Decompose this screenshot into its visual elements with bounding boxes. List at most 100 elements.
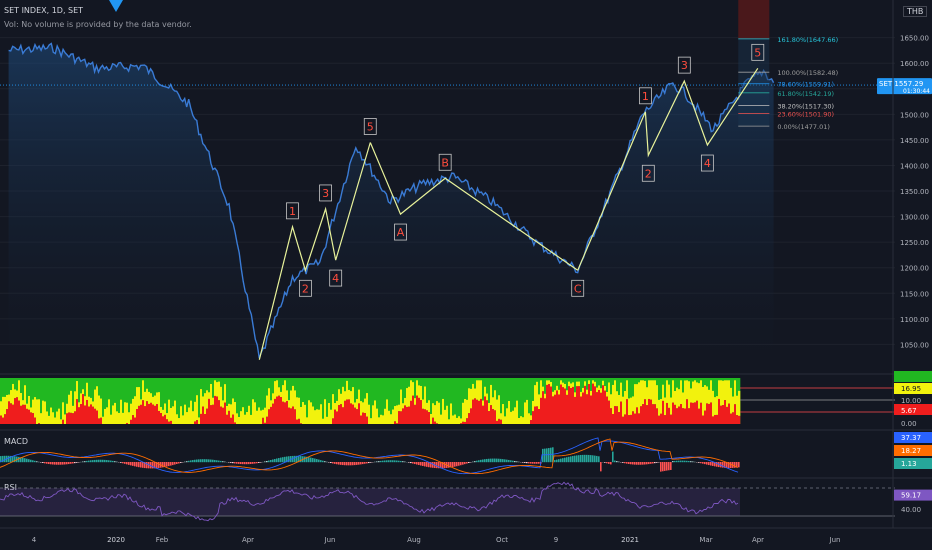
indicator-bar-yellow bbox=[412, 382, 415, 396]
indicator-bar-green bbox=[184, 378, 187, 424]
indicator-bar-red bbox=[404, 405, 407, 424]
indicator-bar-yellow bbox=[52, 412, 55, 424]
indicator-bar-red bbox=[658, 415, 661, 424]
macd-histogram-bar bbox=[100, 459, 102, 463]
indicator-bar-green bbox=[390, 378, 393, 424]
wave-label: 1 bbox=[642, 90, 649, 103]
indicator-bar-red bbox=[682, 408, 685, 424]
indicator-bar-green bbox=[182, 378, 185, 424]
indicator-bar-green bbox=[72, 378, 75, 424]
price-tick-label: 1650.00 bbox=[900, 35, 929, 43]
indicator-bar-yellow bbox=[294, 390, 297, 410]
wave-label-box bbox=[286, 202, 299, 220]
macd-histogram-bar bbox=[586, 454, 588, 463]
indicator-bar-red bbox=[584, 385, 587, 424]
indicator-bar-yellow bbox=[670, 397, 673, 415]
indicator-bar-green bbox=[502, 378, 505, 424]
indicator-bar-yellow bbox=[622, 396, 625, 417]
price-panel[interactable]: 161.80%(1647.66) 100.00%(1582.48) 78.60%(1… bbox=[0, 0, 895, 370]
macd-line bbox=[0, 437, 739, 475]
indicator-bar-red bbox=[294, 409, 297, 424]
indicator-bar-red bbox=[478, 400, 481, 424]
indicator-bar-green bbox=[112, 378, 115, 424]
indicator-bar-yellow bbox=[672, 380, 675, 403]
macd-histogram-bar bbox=[44, 462, 46, 464]
indicator-bar-green bbox=[64, 378, 67, 424]
indicator-bar-yellow bbox=[648, 380, 651, 399]
indicator-bar-red bbox=[74, 411, 77, 424]
macd-histogram-bar bbox=[64, 462, 66, 465]
macd-histogram-bar bbox=[66, 462, 68, 465]
indicator-bar-yellow bbox=[18, 380, 21, 401]
macd-histogram-bar bbox=[492, 458, 494, 463]
indicator-bar-yellow bbox=[402, 403, 405, 409]
indicator-bar-yellow bbox=[180, 406, 183, 424]
macd-histogram-bar bbox=[216, 460, 218, 463]
indicator-bar-yellow bbox=[356, 398, 359, 410]
macd-histogram-bar bbox=[158, 462, 160, 468]
indicator-bar-yellow bbox=[282, 385, 285, 402]
macd-histogram-bar bbox=[402, 461, 404, 463]
macd-histogram-bar bbox=[698, 462, 700, 463]
time-tick-label: 9 bbox=[554, 536, 558, 544]
indicator-bar-red bbox=[424, 409, 427, 424]
indicator-bar-yellow bbox=[30, 407, 33, 413]
indicator-bar-yellow bbox=[652, 380, 655, 405]
macd-histogram-bar bbox=[204, 459, 206, 463]
macd-histogram-bar bbox=[478, 460, 480, 463]
signal-line bbox=[0, 438, 739, 475]
indicator-bar-red bbox=[62, 419, 65, 424]
macd-histogram-bar bbox=[432, 462, 434, 468]
indicator-bar-yellow bbox=[602, 380, 605, 386]
indicator-bar-yellow bbox=[34, 397, 37, 418]
indicator-bar-green bbox=[512, 378, 515, 424]
indicator-panel[interactable] bbox=[0, 373, 932, 424]
indicator-bar-red bbox=[212, 404, 215, 424]
indicator-bar-yellow bbox=[280, 391, 283, 398]
macd-histogram-bar bbox=[500, 458, 502, 463]
indicator-bar-green bbox=[322, 378, 325, 424]
indicator-bar-yellow bbox=[148, 391, 151, 404]
indicator-bar-yellow bbox=[314, 410, 317, 424]
indicator-bar-yellow bbox=[626, 380, 629, 400]
indicator-bar-yellow bbox=[16, 390, 19, 398]
macd-histogram-bar bbox=[354, 462, 356, 466]
indicator-bar-red bbox=[196, 420, 199, 424]
rsi-panel[interactable]: RSI bbox=[0, 477, 932, 522]
macd-histogram-bar bbox=[738, 462, 740, 468]
indicator-bar-yellow bbox=[616, 391, 619, 407]
indicator-bar-red bbox=[712, 416, 715, 424]
currency-label[interactable]: THB bbox=[903, 6, 928, 17]
indicator-bar-yellow bbox=[12, 383, 15, 405]
wave-label-box bbox=[700, 154, 714, 172]
indicator-bar-red bbox=[12, 404, 15, 424]
indicator-bar-red bbox=[666, 402, 669, 424]
indicator-bar-red bbox=[472, 399, 475, 424]
indicator-bar-yellow bbox=[80, 393, 83, 405]
macd-histogram-bar bbox=[122, 462, 124, 464]
indicator-bar-yellow bbox=[436, 401, 439, 424]
macd-histogram-bar bbox=[508, 459, 510, 463]
macd-badge bbox=[894, 445, 932, 456]
indicator-bar-yellow bbox=[470, 388, 473, 409]
indicator-bar-green bbox=[48, 378, 51, 424]
macd-histogram-bar bbox=[330, 462, 332, 463]
macd-badge bbox=[894, 458, 932, 469]
macd-histogram-bar bbox=[34, 460, 36, 463]
fib-level-label: 0.00%(1477.01) bbox=[777, 123, 830, 131]
indicator-bar-red bbox=[598, 390, 601, 424]
macd-histogram-bar bbox=[270, 459, 272, 463]
wave-label: 5 bbox=[754, 46, 761, 59]
indicator-bar-yellow bbox=[196, 395, 199, 421]
symbol-title[interactable]: SET INDEX, 1D, SET bbox=[4, 6, 84, 15]
macd-histogram-bar bbox=[494, 458, 496, 463]
indicator-bar-yellow bbox=[158, 392, 161, 411]
macd-histogram-bar bbox=[490, 458, 492, 463]
indicator-bar-green bbox=[504, 378, 507, 424]
indicator-bar-yellow bbox=[618, 394, 621, 413]
dropdown-arrow-icon[interactable] bbox=[109, 0, 123, 12]
macd-panel[interactable]: MACD bbox=[0, 429, 932, 475]
indicator-bar-red bbox=[540, 397, 543, 424]
macd-histogram-bar bbox=[150, 462, 152, 469]
